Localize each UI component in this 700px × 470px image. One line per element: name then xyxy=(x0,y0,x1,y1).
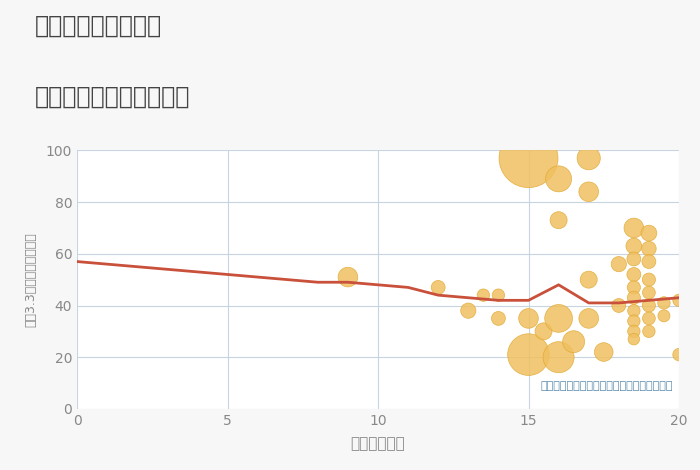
Point xyxy=(433,283,444,291)
Point xyxy=(643,328,655,335)
Point xyxy=(643,289,655,296)
Point xyxy=(553,216,564,224)
Point xyxy=(673,351,685,358)
Point xyxy=(523,315,534,322)
Point xyxy=(629,271,640,278)
Point xyxy=(477,291,489,299)
Point xyxy=(658,299,669,306)
Text: 埼玉県鴻巣市人形の: 埼玉県鴻巣市人形の xyxy=(35,14,162,38)
Point xyxy=(523,154,534,162)
Point xyxy=(629,255,640,263)
Point xyxy=(643,302,655,309)
Point xyxy=(583,154,594,162)
Point xyxy=(613,302,624,309)
Point xyxy=(583,188,594,196)
Point xyxy=(643,245,655,252)
Point xyxy=(643,315,655,322)
Point xyxy=(643,258,655,265)
Point xyxy=(629,224,640,232)
Point xyxy=(629,317,640,325)
Point xyxy=(553,315,564,322)
Point xyxy=(538,328,549,335)
Point xyxy=(463,307,474,314)
Point xyxy=(658,312,669,320)
Point xyxy=(629,328,640,335)
Point xyxy=(523,351,534,358)
Point xyxy=(553,175,564,182)
Point xyxy=(342,273,354,281)
Point xyxy=(629,243,640,250)
Text: 円の大きさは、取引のあった物件面積を示す: 円の大きさは、取引のあった物件面積を示す xyxy=(540,381,673,391)
Point xyxy=(493,315,504,322)
Point xyxy=(643,229,655,237)
Point xyxy=(629,283,640,291)
Point xyxy=(643,276,655,283)
Point xyxy=(598,348,609,356)
Point xyxy=(493,291,504,299)
Point xyxy=(553,353,564,361)
Point xyxy=(583,276,594,283)
Point xyxy=(629,294,640,302)
Point xyxy=(613,260,624,268)
Y-axis label: 坪（3.3㎡）単価（万円）: 坪（3.3㎡）単価（万円） xyxy=(25,232,37,327)
X-axis label: 駅距離（分）: 駅距離（分） xyxy=(351,436,405,451)
Point xyxy=(629,336,640,343)
Point xyxy=(583,315,594,322)
Point xyxy=(629,307,640,314)
Text: 駅距離別中古戸建て価格: 駅距離別中古戸建て価格 xyxy=(35,85,190,109)
Point xyxy=(673,297,685,304)
Point xyxy=(568,338,580,345)
